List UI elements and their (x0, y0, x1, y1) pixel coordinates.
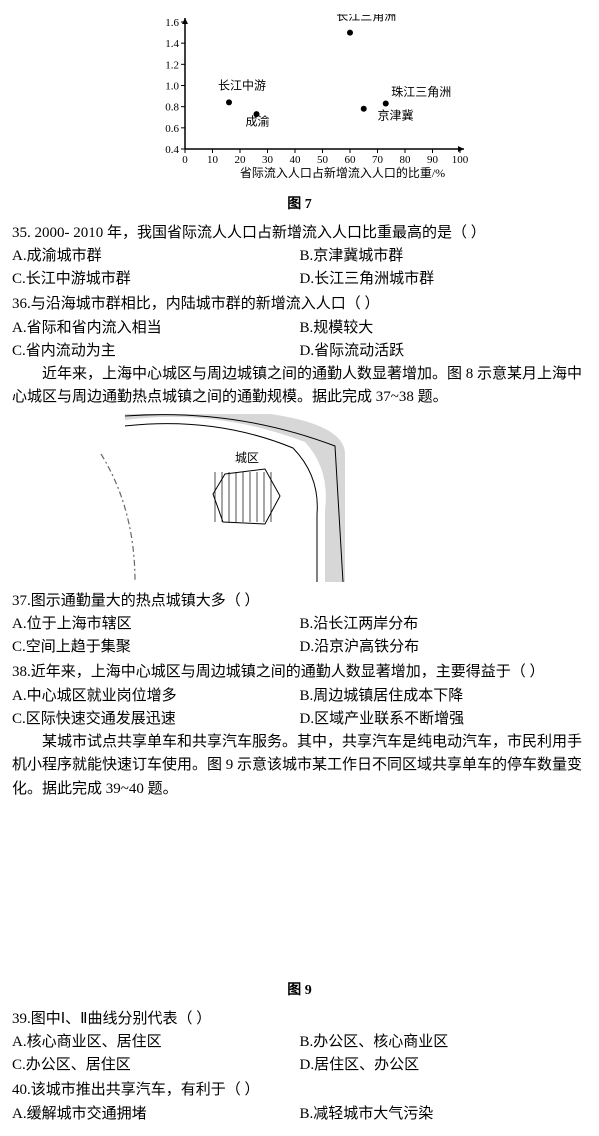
q40-stem: 40.该城市推出共享汽车，有利于（ ） (12, 1079, 587, 1102)
q35-B: B.京津冀城市群 (300, 245, 588, 268)
q38-stem: 38.近年来，上海中心城区与周边城镇之间的通勤人数显著增加，主要得益于（ ） (12, 661, 587, 684)
q39-A: A.核心商业区、居住区 (12, 1031, 300, 1054)
q35-D: D.长江三角洲城市群 (300, 268, 588, 291)
q38-options: A.中心城区就业岗位增多 B.周边城镇居住成本下降 C.区际快速交通发展迅速 D… (12, 685, 587, 732)
svg-text:100: 100 (451, 154, 468, 166)
q39-C: C.办公区、居住区 (12, 1054, 300, 1077)
q35-options: A.成渝城市群 B.京津冀城市群 C.长江中游城市群 D.长江三角洲城市群 (12, 245, 587, 292)
svg-text:城区: 城区 (235, 451, 259, 465)
svg-text:60: 60 (344, 154, 356, 166)
q40-options: A.缓解城市交通拥堵 B.减轻城市大气污染 (12, 1103, 587, 1126)
q38-C: C.区际快速交通发展迅速 (12, 708, 300, 731)
q37-stem: 37.图示通勤量大的热点城镇大多（ ） (12, 590, 587, 613)
q35-C: C.长江中游城市群 (12, 268, 300, 291)
q37-options: A.位于上海市辖区 B.沿长江两岸分布 C.空间上趋于集聚 D.沿京沪高铁分布 (12, 613, 587, 660)
q35-A: A.成渝城市群 (12, 245, 300, 268)
svg-text:50: 50 (317, 154, 329, 166)
figure-9-caption: 图 9 (12, 980, 587, 1002)
q40-B: B.减轻城市大气污染 (300, 1103, 588, 1126)
figure-7: 0 10 20 30 40 50 60 70 80 90 100 0.4 0.6 0.8 1.0 1.2 1.4… (12, 14, 587, 216)
q36-C: C.省内流动为主 (12, 340, 300, 363)
figure-7-caption: 图 7 (12, 194, 587, 216)
q36-stem: 36.与沿海城市群相比，内陆城市群的新增流入人口（ ） (12, 293, 587, 316)
q36-A: A.省际和省内流入相当 (12, 317, 300, 340)
svg-text:40: 40 (289, 154, 301, 166)
q39-D: D.居住区、办公区 (300, 1054, 588, 1077)
q39-B: B.办公区、核心商业区 (300, 1031, 588, 1054)
svg-text:10: 10 (207, 154, 219, 166)
svg-text:珠江三角洲: 珠江三角洲 (391, 85, 451, 99)
svg-text:0.8: 0.8 (165, 102, 179, 114)
svg-text:京津冀: 京津冀 (377, 108, 413, 122)
q36-B: B.规模较大 (300, 317, 588, 340)
q40-A: A.缓解城市交通拥堵 (12, 1103, 300, 1126)
svg-text:1.6: 1.6 (165, 17, 179, 29)
svg-text:30: 30 (262, 154, 274, 166)
svg-text:90: 90 (427, 154, 439, 166)
svg-text:0.6: 0.6 (165, 123, 179, 135)
figure-9: 图 9 (12, 805, 587, 1002)
q38-A: A.中心城区就业岗位增多 (12, 685, 300, 708)
svg-text:省际流入人口占新增流入人口的比重/%: 省际流入人口占新增流入人口的比重/% (239, 165, 444, 180)
q36-options: A.省际和省内流入相当 B.规模较大 C.省内流动为主 D.省际流动活跃 (12, 317, 587, 364)
svg-text:20: 20 (234, 154, 246, 166)
svg-text:长江三角洲: 长江三角洲 (336, 14, 396, 23)
q38-D: D.区域产业联系不断增强 (300, 708, 588, 731)
q37-B: B.沿长江两岸分布 (300, 613, 588, 636)
svg-text:1.2: 1.2 (165, 59, 179, 71)
passage-39-40: 某城市试点共享单车和共享汽车服务。其中，共享汽车是纯电动汽车，市民利用手机小程序… (12, 731, 587, 801)
q39-stem: 39.图中Ⅰ、Ⅱ曲线分别代表（ ） (12, 1008, 587, 1031)
svg-text:1.0: 1.0 (165, 81, 179, 93)
q35-stem: 35. 2000- 2010 年，我国省际流人人口占新增流入人口比重最高的是（ … (12, 222, 587, 245)
q37-D: D.沿京沪高铁分布 (300, 636, 588, 659)
q36-D: D.省际流动活跃 (300, 340, 588, 363)
passage-37-38: 近年来，上海中心城区与周边城镇之间的通勤人数显著增加。图 8 示意某月上海中心城… (12, 363, 587, 410)
svg-text:成渝: 成渝 (245, 114, 269, 129)
svg-text:长江中游: 长江中游 (218, 78, 266, 93)
q37-A: A.位于上海市辖区 (12, 613, 300, 636)
svg-text:0: 0 (182, 154, 188, 166)
q38-B: B.周边城镇居住成本下降 (300, 685, 588, 708)
svg-text:80: 80 (399, 154, 411, 166)
q39-options: A.核心商业区、居住区 B.办公区、核心商业区 C.办公区、居住区 D.居住区、… (12, 1031, 587, 1078)
svg-text:1.4: 1.4 (165, 38, 179, 50)
svg-text:0.4: 0.4 (165, 144, 179, 156)
svg-text:70: 70 (372, 154, 384, 166)
q37-C: C.空间上趋于集聚 (12, 636, 300, 659)
figure-8: 城区 (12, 414, 587, 584)
